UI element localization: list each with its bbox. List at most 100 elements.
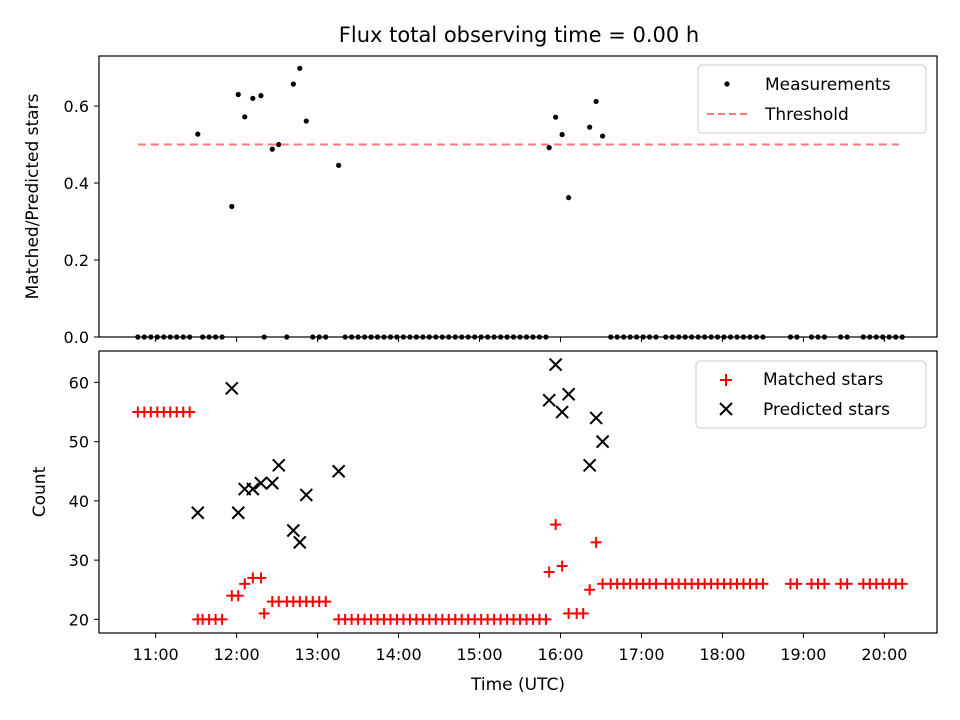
x-marker-b (246, 482, 260, 496)
y-tick-label: 20 (69, 610, 89, 629)
y-tick-label: 0.4 (64, 174, 89, 193)
predicted-stars-point (293, 535, 307, 550)
y-tick-label: 0.0 (64, 328, 89, 347)
matched-stars-point (577, 607, 589, 619)
matched-stars-point (232, 590, 244, 602)
matched-stars-point (184, 406, 196, 418)
predicted-stars-point (225, 381, 239, 396)
x-tick-label: 11:00 (133, 645, 179, 664)
measurements-panel-frame (98, 55, 938, 338)
predicted-stars-point (272, 458, 286, 473)
x-tick-label: 20:00 (861, 645, 907, 664)
matched-stars-point (590, 536, 602, 548)
measurement-point (303, 118, 309, 124)
legend-matched-marker (720, 374, 732, 386)
measurements-legend: Measurements Threshold (697, 64, 927, 134)
x-tick-label: 15:00 (456, 645, 502, 664)
legend-measurements-marker (724, 81, 730, 87)
x-marker-b (225, 381, 239, 396)
predicted-stars-point (548, 357, 563, 372)
predicted-stars-point (246, 482, 260, 496)
predicted-stars-point (286, 523, 301, 538)
x-tick-label: 12:00 (214, 645, 260, 664)
measurement-point (229, 203, 235, 210)
x-tick-label: 19:00 (780, 645, 826, 664)
counts-y-axis-label: Count (30, 466, 50, 517)
measurement-point (258, 93, 264, 99)
figure-title: Flux total observing time = 0.00 h (339, 23, 699, 47)
x-marker-b (542, 393, 556, 407)
matched-stars-point (757, 578, 769, 590)
legend-threshold-label: Threshold (764, 105, 849, 125)
x-marker-b (331, 464, 346, 478)
y-tick-label: 0.6 (64, 97, 89, 116)
x-marker-b (595, 434, 610, 449)
predicted-stars-point (254, 476, 268, 490)
measurements-panel: 0.0 0.2 0.4 0.6 Matched/Predicted stars Mea… (23, 55, 938, 347)
measurement-point (593, 98, 599, 105)
predicted-stars-point (299, 488, 313, 502)
matched-stars-point (239, 578, 251, 590)
matched-stars-point (216, 613, 228, 625)
counts-panel: 11:00 12:00 13:00 14:00 15:00 16:00 17:00 18:00… (30, 350, 938, 695)
x-marker-b (589, 411, 603, 425)
x-marker-b (548, 357, 563, 372)
predicted-stars-point (595, 434, 610, 449)
matched-stars-point (896, 578, 908, 590)
measurement-point (195, 131, 201, 137)
matched-stars-point (650, 578, 662, 590)
measurement-point (336, 162, 342, 168)
x-tick-label: 13:00 (295, 645, 341, 664)
predicted-stars-point (231, 506, 245, 520)
measurement-point (276, 141, 282, 148)
x-marker-b (299, 488, 313, 502)
matched-stars-point (320, 596, 332, 608)
legend-predicted-label: Predicted stars (763, 400, 890, 420)
predicted-stars-point (555, 405, 569, 419)
matched-stars-point (543, 566, 555, 578)
predicted-stars-point (331, 464, 346, 478)
predicted-stars-point (582, 458, 597, 473)
measurement-point (242, 114, 248, 120)
x-marker-b (265, 476, 279, 490)
counts-panel-frame (98, 350, 938, 634)
legend-measurements-label: Measurements (765, 75, 891, 95)
legend-predicted-marker (719, 402, 733, 416)
measurement-point (297, 65, 303, 71)
x-marker-b (254, 476, 268, 490)
y-tick-label: 0.2 (64, 251, 89, 270)
x-tick-label: 18:00 (699, 645, 745, 664)
matched-stars-point (556, 560, 568, 572)
measurements-y-axis-label: Matched/Predicted stars (23, 93, 43, 299)
x-axis-label: Time (UTC) (470, 675, 565, 695)
predicted-stars-point (265, 476, 279, 490)
x-marker-b (582, 458, 597, 473)
matched-stars-point (791, 578, 803, 590)
x-marker-b (272, 458, 286, 473)
y-tick-label: 50 (69, 433, 89, 452)
predicted-stars-point (542, 393, 556, 407)
matched-stars-point (818, 578, 830, 590)
y-tick-label: 30 (69, 551, 89, 570)
x-marker-b (231, 506, 245, 520)
y-tick-label: 40 (69, 492, 89, 511)
matched-stars-point (540, 613, 552, 625)
x-marker-b (286, 523, 301, 538)
matched-stars-point (258, 607, 270, 619)
predicted-stars-point (191, 506, 205, 520)
y-tick-label: 60 (69, 373, 89, 392)
measurement-point (290, 81, 296, 87)
predicted-stars-point (589, 411, 603, 425)
x-tick-label: 16:00 (537, 645, 583, 664)
measurement-point (566, 195, 572, 201)
measurement-point (269, 146, 275, 152)
measurement-point (587, 124, 593, 130)
measurement-point (600, 133, 606, 139)
matched-stars-point (255, 572, 267, 584)
x-tick-label: 14:00 (376, 645, 422, 664)
measurements-legend-frame (697, 64, 927, 134)
x-marker-b (555, 405, 569, 419)
measurement-point (250, 95, 256, 101)
x-marker-b (561, 387, 576, 401)
